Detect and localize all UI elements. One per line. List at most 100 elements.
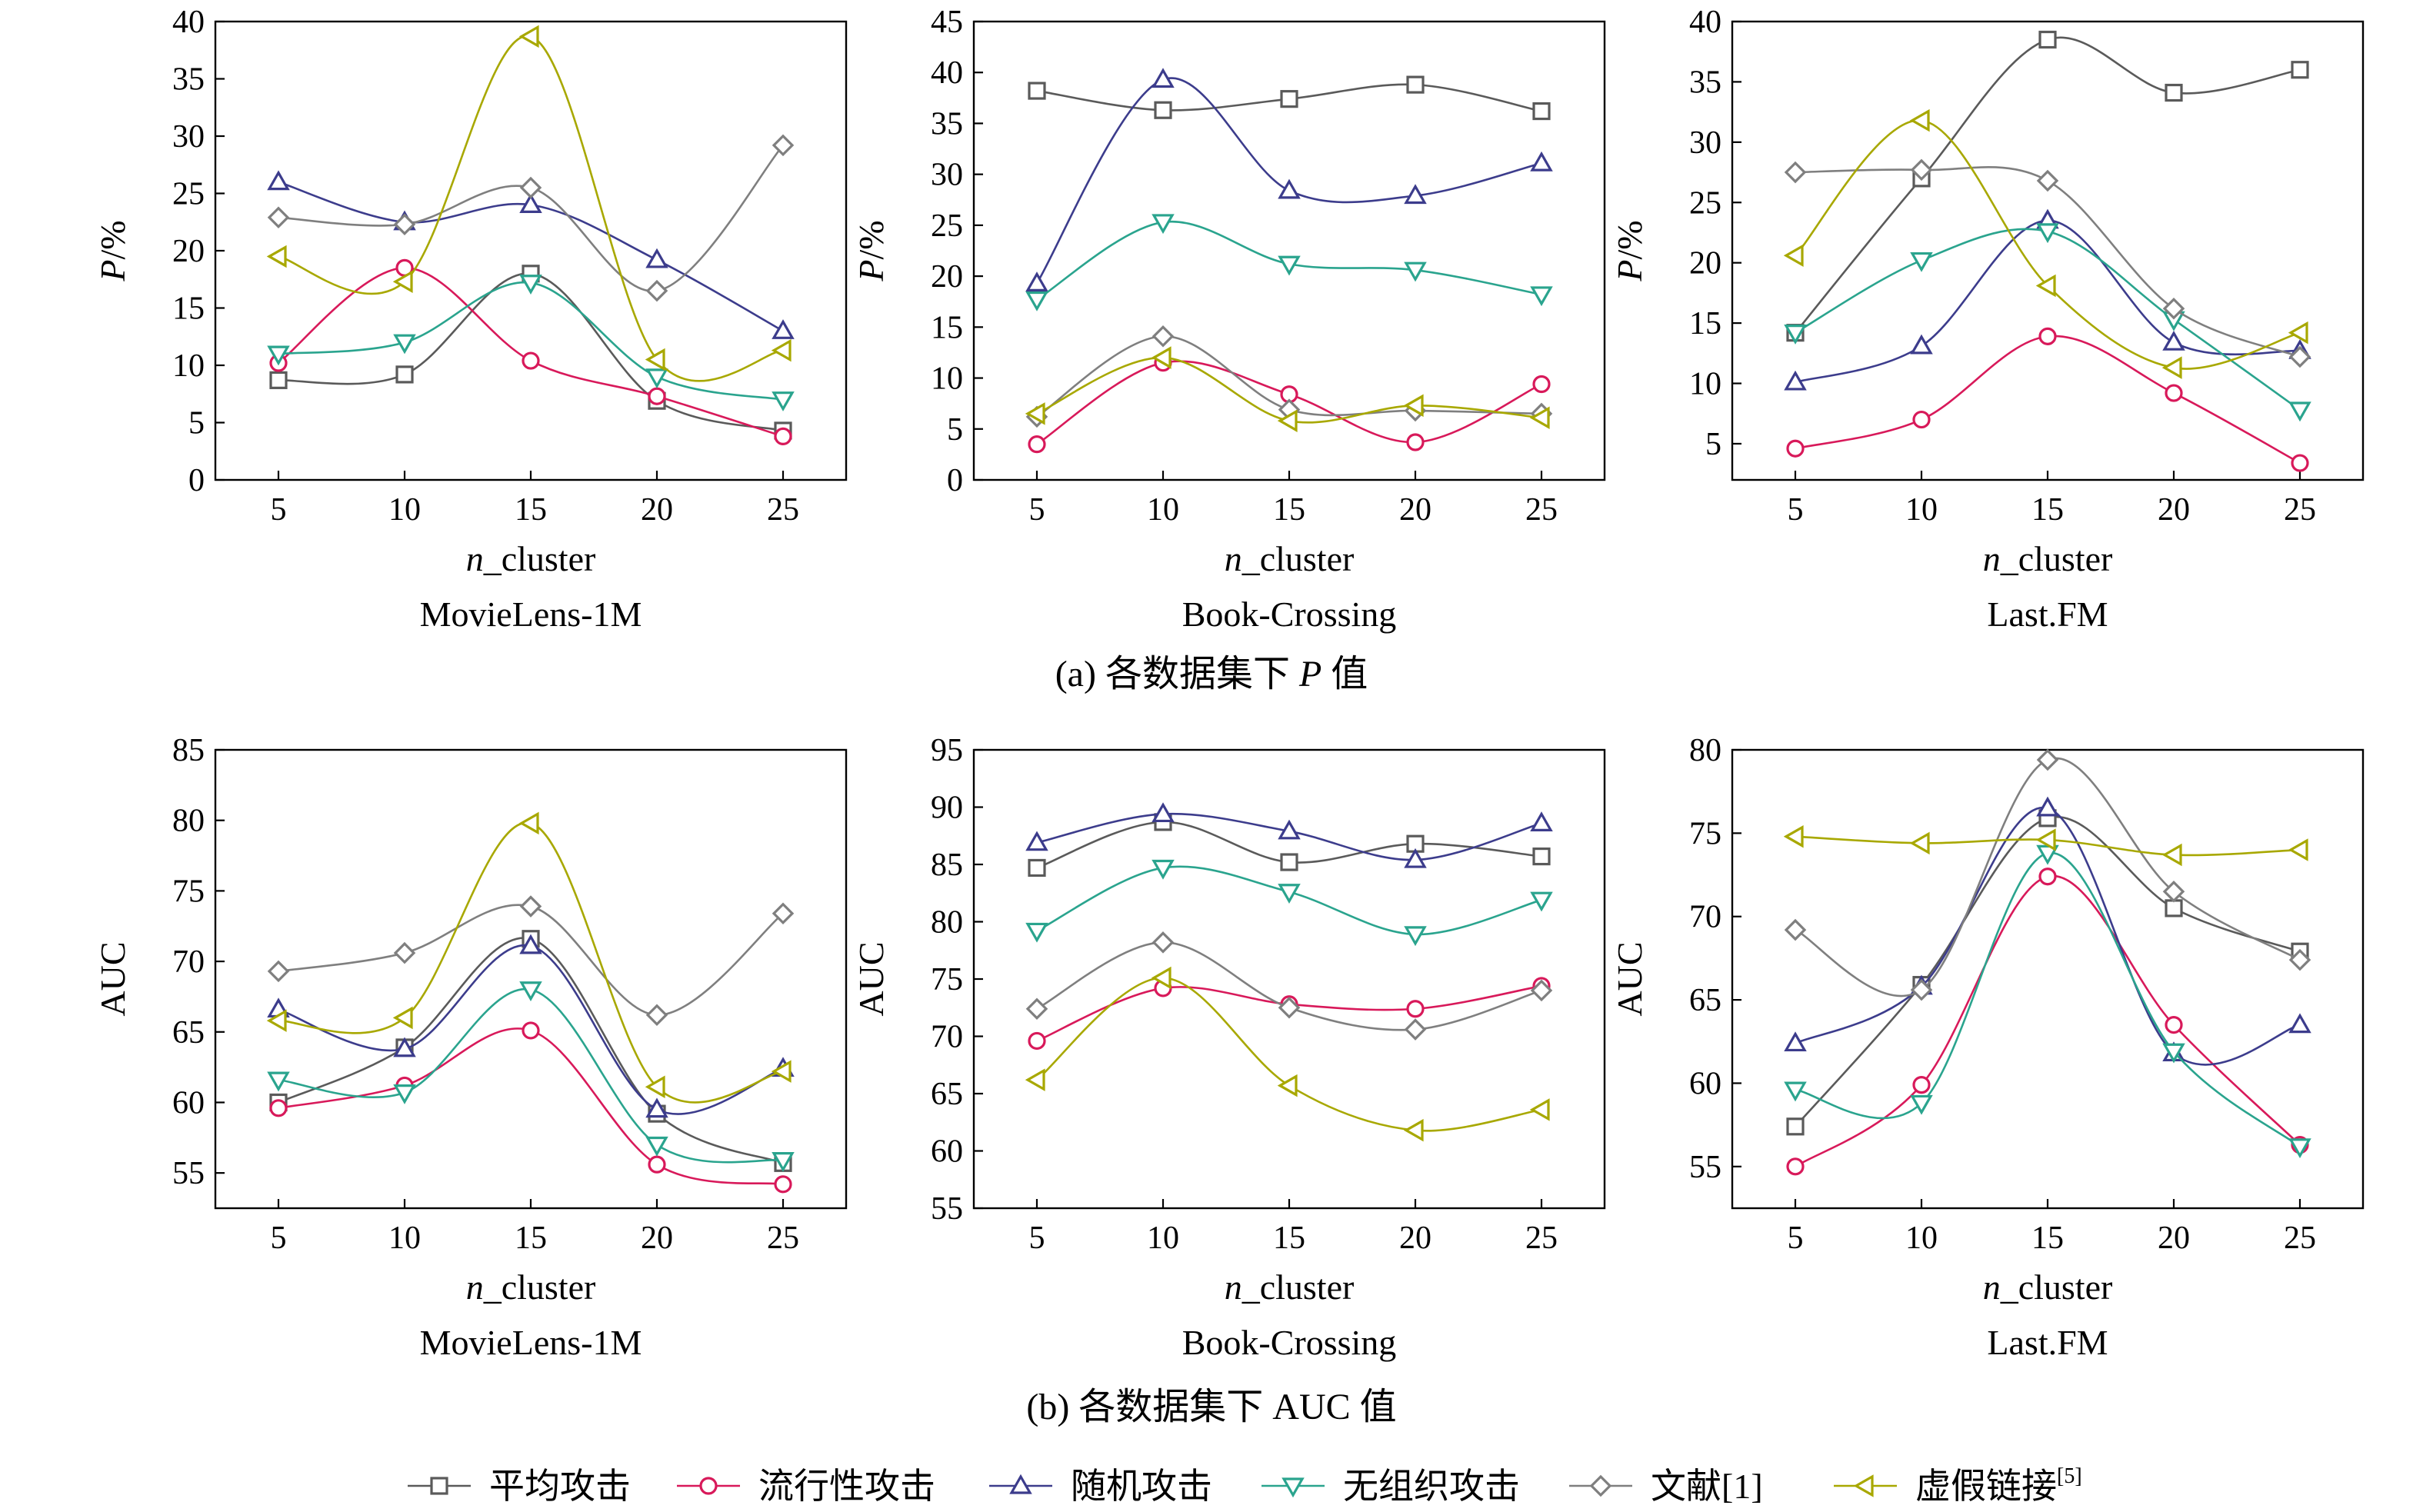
x-tick-label: 20 [2158,492,2190,528]
legend-label-text: 平均攻击 [489,1467,631,1506]
data-point-uno [1152,859,1175,880]
legend-label-sup: [5] [2057,1464,2082,1488]
data-point-uno [1784,325,1807,345]
series-pop [1028,354,1551,454]
data-point-ref1 [2288,948,2311,971]
x-tick-label: 15 [1273,1221,1305,1256]
y-tick-label: 80 [172,804,205,839]
data-point-fake [392,1006,413,1030]
chart-1-0: 55 60 65 70 75 80 85 5 10 15 20 25 n_cluster MovieLen… [93,733,848,1362]
data-point-fake [1277,1074,1298,1097]
data-point-avg [1406,75,1425,94]
series-ref1 [1784,748,2311,1001]
y-tick-label: 65 [172,1015,205,1051]
series-line-uno [278,281,784,401]
y-axis-label: AUC [1610,941,1649,1016]
y-axis-label-rest: AUC [1610,941,1649,1016]
y-axis-label-italic: P [1610,260,1649,282]
y-axis-label-rest: /% [93,220,132,259]
y-tick-label: 60 [1689,1066,1721,1101]
series-uno [1025,214,1553,311]
y-tick-label: 95 [931,733,963,768]
x-tick-label: 5 [271,1221,287,1256]
x-axis-label: n_cluster [1225,1267,1355,1307]
data-point-rnd [393,1037,416,1057]
data-point-fake [2161,843,2182,867]
x-tick-label: 20 [1399,1221,1431,1256]
y-tick-label: 10 [1689,367,1721,402]
data-point-ref1 [519,176,542,199]
data-point-ref1 [1278,996,1301,1019]
dataset-name: Last.FM [1987,594,2108,634]
data-point-ref1 [1530,979,1553,1002]
y-tick-label: 70 [172,944,205,980]
data-point-fake [2161,356,2182,379]
data-point-avg [269,371,288,389]
x-axis-label-italic: n [466,539,484,578]
y-tick-label: 65 [1689,983,1721,1018]
x-tick-label: 15 [515,492,547,528]
x-tick-label: 25 [2284,1221,2316,1256]
row-captions: (a) 各数据集下 P 值 (b) 各数据集下 AUC 值 [1026,654,1396,1427]
series-avg [1028,813,1551,878]
data-point-rnd [1784,1031,1807,1052]
data-point-ref1 [1784,918,1807,941]
data-point-rnd [645,248,668,268]
series-ref1 [267,134,795,302]
x-axis-label-italic: n [1225,539,1242,578]
data-point-avg [2165,899,2183,918]
y-tick-label: 0 [947,463,963,498]
data-point-uno [2162,1043,2185,1064]
data-point-fake [518,25,539,48]
x-axis-label-italic: n [1983,539,2001,578]
data-point-fake [1151,346,1172,369]
x-tick-label: 15 [515,1221,547,1256]
data-point-pop [1912,410,1931,429]
y-tick-label: 55 [1689,1150,1721,1185]
x-axis-label-rest: _cluster [483,539,596,578]
y-tick-label: 5 [188,406,205,441]
y-tick-label: 70 [931,1020,963,1055]
data-point-ref1 [1152,931,1175,954]
data-point-avg [1028,858,1046,878]
data-point-rnd [1025,271,1048,291]
y-tick-label: 55 [172,1156,205,1191]
x-tick-label: 10 [1147,1221,1179,1256]
x-tick-label: 15 [2031,1221,2064,1256]
data-point-fake [1403,394,1424,418]
data-point-pop [1786,439,1805,458]
series-fake [1783,108,2308,379]
data-point-uno [393,1084,416,1104]
series-ref1 [1025,325,1553,428]
caption-suffix: 值 [1321,654,1368,694]
data-point-rnd [1530,151,1553,172]
y-tick-label: 20 [931,259,963,295]
data-point-fake [645,348,665,371]
x-axis-label-rest: _cluster [2000,539,2113,578]
legend-marker-ref1 [1589,1474,1612,1497]
y-tick-label: 85 [172,733,205,768]
y-axis-label: P/% [93,220,132,281]
x-tick-label: 5 [1029,1221,1045,1256]
data-point-uno [1404,261,1427,282]
x-tick-label: 10 [1905,1221,1938,1256]
y-axis-label-rest: AUC [93,941,132,1016]
data-point-uno [1025,291,1048,311]
data-point-pop [269,1099,288,1117]
data-point-uno [1784,1081,1807,1102]
x-axis-label: n_cluster [1225,539,1355,578]
y-tick-label: 80 [931,905,963,941]
x-axis-label-rest: _cluster [1241,1267,1355,1307]
data-point-rnd [267,170,290,191]
data-point-pop [522,351,540,370]
x-tick-label: 20 [641,1221,673,1256]
data-point-fake [1783,244,1804,268]
series-fake [1025,346,1550,432]
caption-prefix: (b) 各数据集下 AUC 值 [1026,1387,1396,1427]
series-rnd [1025,802,1553,868]
data-point-rnd [2162,330,2185,351]
data-point-rnd [1025,831,1048,851]
data-point-fake [2288,838,2308,861]
data-point-uno [2288,1138,2311,1159]
